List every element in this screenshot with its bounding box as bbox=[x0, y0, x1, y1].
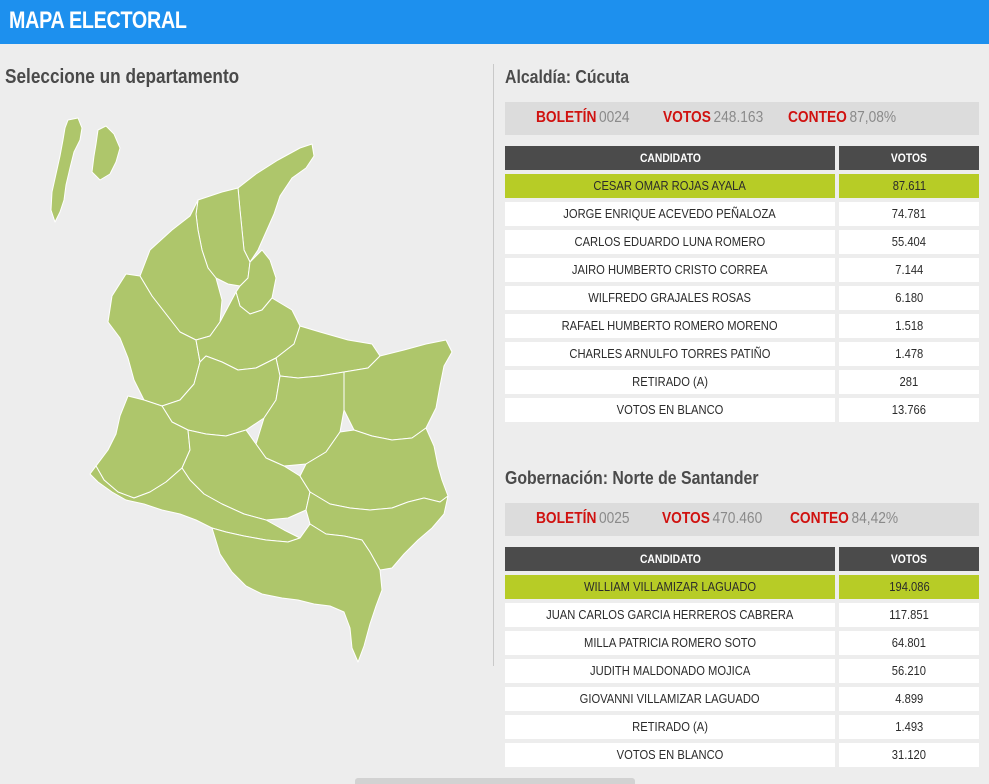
table-row: CESAR OMAR ROJAS AYALA 87.611 bbox=[505, 174, 979, 202]
candidate-name: JUDITH MALDONADO MOJICA bbox=[505, 659, 835, 683]
candidate-name: CESAR OMAR ROJAS AYALA bbox=[505, 174, 835, 198]
candidate-votes: 74.781 bbox=[839, 202, 979, 226]
table-row: WILFREDO GRAJALES ROSAS 6.180 bbox=[505, 286, 979, 314]
header-votos: VOTOS bbox=[839, 547, 979, 571]
table-header-row: CANDIDATO VOTOS bbox=[505, 146, 979, 174]
candidate-name: WILFREDO GRAJALES ROSAS bbox=[505, 286, 835, 310]
table-row: RETIRADO (A) 1.493 bbox=[505, 715, 979, 743]
header-candidato: CANDIDATO bbox=[505, 146, 835, 170]
votos-value: 470.460 bbox=[712, 510, 763, 527]
conteo-label: CONTEO bbox=[788, 109, 847, 126]
candidate-votes: 64.801 bbox=[839, 631, 979, 655]
candidate-votes: 55.404 bbox=[839, 230, 979, 254]
candidate-votes: 194.086 bbox=[839, 575, 979, 599]
column-divider bbox=[493, 64, 494, 666]
boletin-value: 0024 bbox=[598, 109, 630, 126]
table-row: JUAN CARLOS GARCIA HERREROS CABRERA 117.… bbox=[505, 603, 979, 631]
candidate-votes: 4.899 bbox=[839, 687, 979, 711]
table-row: RETIRADO (A) 281 bbox=[505, 370, 979, 398]
candidate-name: VOTOS EN BLANCO bbox=[505, 398, 835, 422]
candidate-votes: 31.120 bbox=[839, 743, 979, 767]
candidate-votes: 117.851 bbox=[839, 603, 979, 627]
table-row: JAIRO HUMBERTO CRISTO CORREA 7.144 bbox=[505, 258, 979, 286]
conteo-stat: CONTEO 87,08% bbox=[788, 109, 896, 127]
table-row: CARLOS EDUARDO LUNA ROMERO 55.404 bbox=[505, 230, 979, 258]
app-header: MAPA ELECTORAL bbox=[0, 0, 989, 44]
alcaldia-stats-bar: BOLETÍN 0024 VOTOS 248.163 CONTEO 87,08% bbox=[505, 102, 979, 135]
conteo-stat: CONTEO 84,42% bbox=[790, 510, 898, 528]
conteo-value: 84,42% bbox=[851, 510, 899, 527]
boletin-label: BOLETÍN bbox=[536, 510, 597, 527]
votos-label: VOTOS bbox=[663, 109, 711, 126]
table-row: VOTOS EN BLANCO 13.766 bbox=[505, 398, 979, 426]
department-amazonas[interactable] bbox=[211, 523, 383, 663]
candidate-votes: 6.180 bbox=[839, 286, 979, 310]
conteo-label: CONTEO bbox=[790, 510, 849, 527]
candidate-name: JUAN CARLOS GARCIA HERREROS CABRERA bbox=[505, 603, 835, 627]
votos-value: 248.163 bbox=[713, 109, 764, 126]
candidate-votes: 1.478 bbox=[839, 342, 979, 366]
candidate-name: JAIRO HUMBERTO CRISTO CORREA bbox=[505, 258, 835, 282]
candidate-votes: 1.493 bbox=[839, 715, 979, 739]
candidate-name: CARLOS EDUARDO LUNA ROMERO bbox=[505, 230, 835, 254]
table-row: VOTOS EN BLANCO 31.120 bbox=[505, 743, 979, 771]
candidate-name: JORGE ENRIQUE ACEVEDO PEÑALOZA bbox=[505, 202, 835, 226]
candidate-name: WILLIAM VILLAMIZAR LAGUADO bbox=[505, 575, 835, 599]
table-row: CHARLES ARNULFO TORRES PATIÑO 1.478 bbox=[505, 342, 979, 370]
candidate-votes: 56.210 bbox=[839, 659, 979, 683]
candidate-votes: 87.611 bbox=[839, 174, 979, 198]
votos-stat: VOTOS 470.460 bbox=[662, 510, 762, 528]
candidate-name: MILLA PATRICIA ROMERO SOTO bbox=[505, 631, 835, 655]
gobernacion-stats-bar: BOLETÍN 0025 VOTOS 470.460 CONTEO 84,42% bbox=[505, 503, 979, 536]
table-row: RAFAEL HUMBERTO ROMERO MORENO 1.518 bbox=[505, 314, 979, 342]
department-providencia[interactable] bbox=[91, 125, 121, 181]
table-row: GIOVANNI VILLAMIZAR LAGUADO 4.899 bbox=[505, 687, 979, 715]
candidate-name: CHARLES ARNULFO TORRES PATIÑO bbox=[505, 342, 835, 366]
bottom-panel-edge bbox=[355, 778, 635, 784]
table-row: WILLIAM VILLAMIZAR LAGUADO 194.086 bbox=[505, 575, 979, 603]
boletin-value: 0025 bbox=[598, 510, 630, 527]
alcaldia-title: Alcaldía: Cúcuta bbox=[505, 67, 630, 87]
boletin-stat: BOLETÍN 0025 bbox=[536, 510, 630, 528]
table-row: MILLA PATRICIA ROMERO SOTO 64.801 bbox=[505, 631, 979, 659]
boletin-label: BOLETÍN bbox=[536, 109, 597, 126]
alcaldia-results-table: CANDIDATO VOTOS CESAR OMAR ROJAS AYALA 8… bbox=[505, 146, 979, 426]
gobernacion-title: Gobernación: Norte de Santander bbox=[505, 468, 759, 488]
candidate-votes: 13.766 bbox=[839, 398, 979, 422]
boletin-stat: BOLETÍN 0024 bbox=[536, 109, 630, 127]
candidate-name: VOTOS EN BLANCO bbox=[505, 743, 835, 767]
candidate-name: RETIRADO (A) bbox=[505, 370, 835, 394]
app-title: MAPA ELECTORAL bbox=[9, 7, 187, 34]
table-row: JORGE ENRIQUE ACEVEDO PEÑALOZA 74.781 bbox=[505, 202, 979, 230]
candidate-votes: 1.518 bbox=[839, 314, 979, 338]
table-header-row: CANDIDATO VOTOS bbox=[505, 547, 979, 575]
candidate-name: RAFAEL HUMBERTO ROMERO MORENO bbox=[505, 314, 835, 338]
department-san-andres[interactable] bbox=[50, 117, 83, 223]
conteo-value: 87,08% bbox=[849, 109, 897, 126]
candidate-name: GIOVANNI VILLAMIZAR LAGUADO bbox=[505, 687, 835, 711]
colombia-map bbox=[50, 117, 453, 663]
select-department-title: Seleccione un departamento bbox=[5, 66, 240, 88]
header-votos: VOTOS bbox=[839, 146, 979, 170]
department-la-guajira[interactable] bbox=[237, 143, 315, 263]
header-candidato: CANDIDATO bbox=[505, 547, 835, 571]
candidate-votes: 281 bbox=[839, 370, 979, 394]
votos-stat: VOTOS 248.163 bbox=[663, 109, 763, 127]
candidate-name: RETIRADO (A) bbox=[505, 715, 835, 739]
candidate-votes: 7.144 bbox=[839, 258, 979, 282]
table-row: JUDITH MALDONADO MOJICA 56.210 bbox=[505, 659, 979, 687]
gobernacion-results-table: CANDIDATO VOTOS WILLIAM VILLAMIZAR LAGUA… bbox=[505, 547, 979, 771]
votos-label: VOTOS bbox=[662, 510, 710, 527]
